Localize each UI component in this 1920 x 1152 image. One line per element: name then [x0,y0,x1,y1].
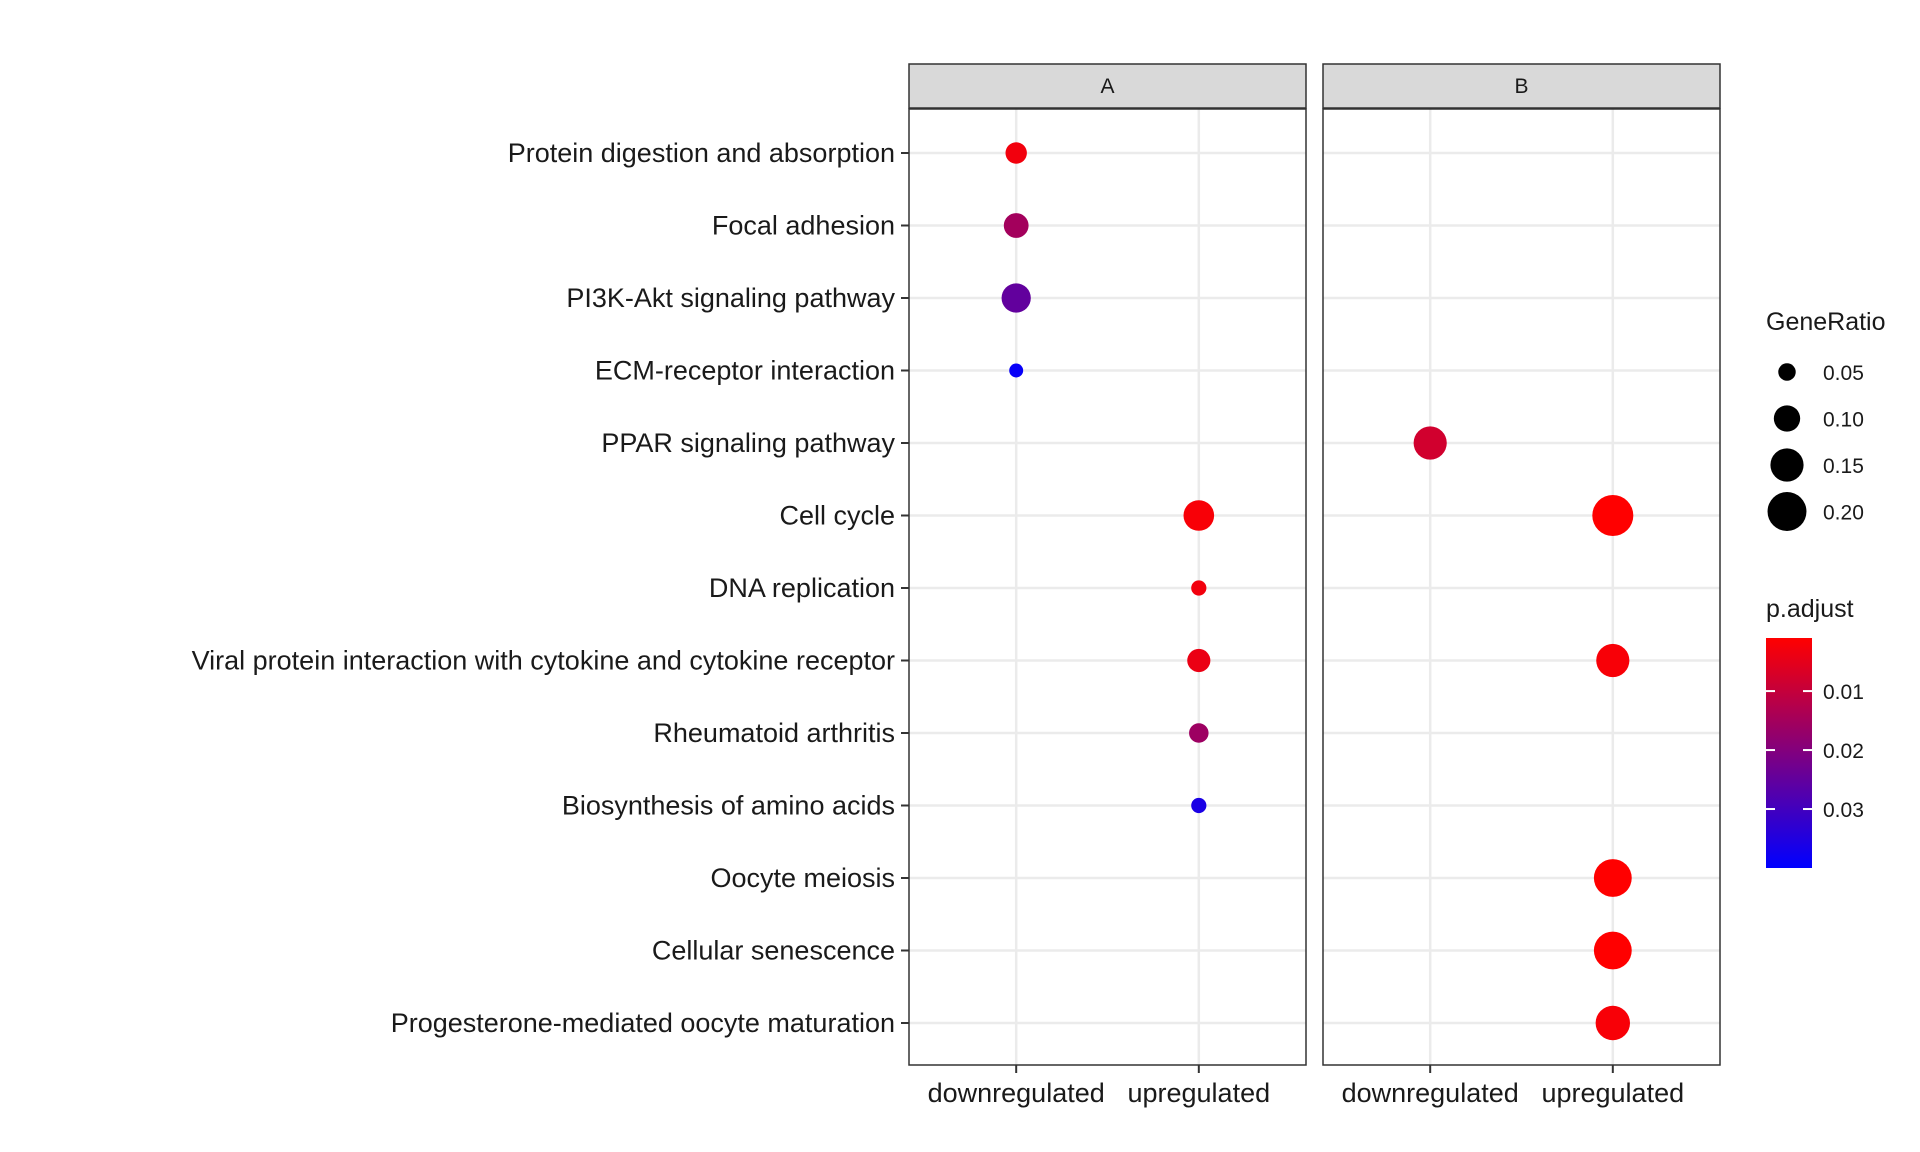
facet-strip-label: B [1514,75,1528,98]
y-axis-tick-label: DNA replication [709,573,895,603]
y-axis-tick-label: ECM-receptor interaction [595,356,895,386]
axes: downregulated upregulated downregulated upr… [192,138,1684,1108]
data-point [1593,931,1632,970]
data-point [1592,494,1634,537]
size-legend-key [1773,405,1801,432]
size-legend-label: 0.05 [1823,362,1864,385]
x-axis-tick-label: downregulated [928,1078,1105,1108]
color-legend-label: 0.03 [1823,799,1864,822]
data-point [1005,142,1027,164]
data-point [1191,797,1207,814]
size-legend-label: 0.15 [1823,455,1864,478]
data-point [1003,213,1029,238]
legends: GeneRatio 0.05 0.10 0.15 0.20 p.adjust 0.01 0.0… [1766,308,1886,868]
x-axis-tick-label: downregulated [1342,1078,1519,1108]
data-point [1187,648,1211,673]
size-legend-key [1770,448,1804,482]
grid-lines [909,109,1720,1065]
facet-strip-label: A [1100,75,1114,98]
color-legend-label: 0.02 [1823,740,1864,763]
facet-strip [908,63,1307,109]
data-point [1001,283,1031,313]
x-axis-tick-label: upregulated [1127,1078,1270,1108]
data-point [1593,859,1632,897]
data-point [1183,500,1215,531]
data-points [1001,142,1634,1041]
facet-strip [1322,63,1721,109]
size-legend-key [1767,492,1807,531]
y-axis-tick-label: Biosynthesis of amino acids [562,791,895,821]
y-axis-tick-label: PI3K-Akt signaling pathway [566,283,895,313]
data-point [1413,426,1447,460]
color-legend-title: p.adjust [1766,595,1854,623]
size-legend-label: 0.20 [1823,502,1864,525]
y-axis-tick-label: Rheumatoid arthritis [653,718,895,748]
data-point [1596,643,1630,678]
size-legend-key [1778,363,1796,381]
size-legend-label: 0.10 [1823,409,1864,432]
data-point [1191,580,1207,596]
color-legend-bar [1766,638,1812,868]
y-axis-tick-label: Viral protein interaction with cytokine … [192,646,895,676]
y-axis-tick-label: PPAR signaling pathway [601,428,895,458]
y-axis-tick-label: Protein digestion and absorption [508,138,895,168]
x-axis-tick-label: upregulated [1541,1078,1684,1108]
data-point [1009,363,1024,378]
data-point [1595,1005,1631,1041]
color-legend-label: 0.01 [1823,681,1864,704]
data-point [1189,723,1209,743]
panel-border [1322,108,1721,1066]
y-axis-tick-label: Cell cycle [779,501,895,531]
y-axis-tick-label: Progesterone-mediated oocyte maturation [391,1008,895,1038]
size-legend-title: GeneRatio [1766,308,1886,336]
y-axis-tick-label: Focal adhesion [712,211,895,241]
y-axis-tick-label: Cellular senescence [652,936,895,966]
y-axis-tick-label: Oocyte meiosis [710,863,895,893]
